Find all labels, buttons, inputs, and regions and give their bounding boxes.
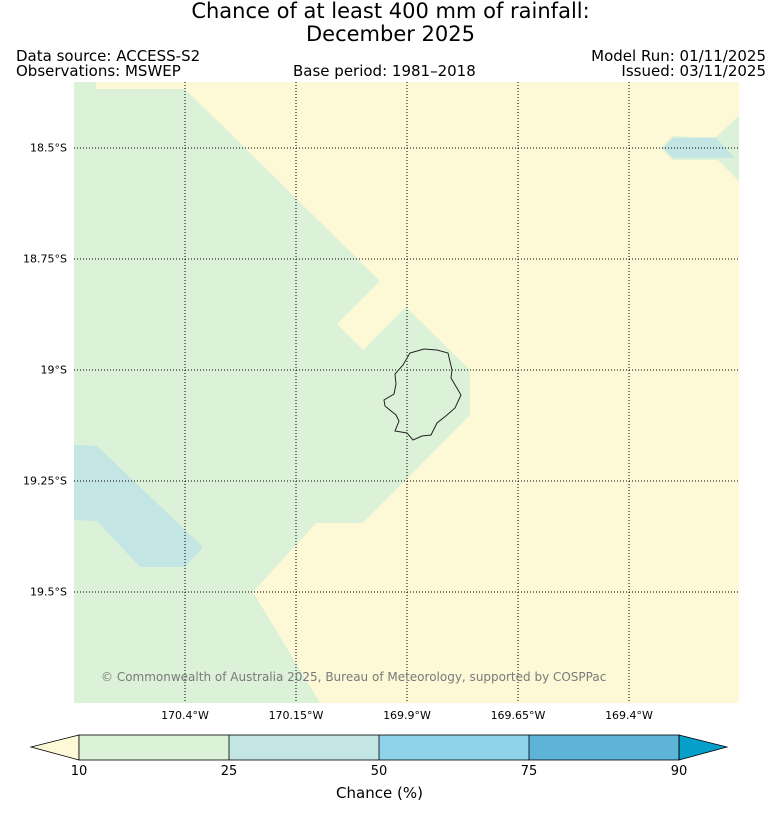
- colorbar-label: Chance (%): [336, 784, 423, 802]
- colorbar-segment-75-90: [529, 735, 679, 760]
- lat-label: 19°S: [40, 363, 67, 377]
- colorbar-tick: 10: [70, 764, 88, 779]
- lon-label: 169.65°W: [490, 709, 546, 722]
- copyright-notice: © Commonwealth of Australia 2025, Bureau…: [101, 670, 606, 684]
- lon-label: 169.9°W: [383, 709, 431, 722]
- region-25-50: [74, 445, 203, 567]
- issued-date: Issued: 03/11/2025: [621, 62, 766, 80]
- island-coastline: [383, 348, 462, 441]
- lat-label: 18.5°S: [30, 141, 67, 155]
- colorbar-extend-low: [29, 734, 80, 761]
- colorbar-segment-25-50: [229, 735, 379, 760]
- colorbar-tick: 50: [370, 764, 388, 779]
- base-period: Base period: 1981–2018: [293, 62, 476, 80]
- lon-label: 169.4°W: [605, 709, 653, 722]
- lat-label: 19.5°S: [30, 585, 67, 599]
- data-source: Data source: ACCESS-S2: [16, 47, 201, 65]
- lon-label: 170.4°W: [161, 709, 209, 722]
- colorbar-tick: 75: [520, 764, 538, 779]
- colorbar-segment-50-75: [379, 735, 529, 760]
- colorbar-segment-10-25: [79, 735, 229, 760]
- observations: Observations: MSWEP: [16, 62, 181, 80]
- colorbar-tick: 25: [220, 764, 238, 779]
- colorbar-tick: 90: [670, 764, 688, 779]
- lat-label: 18.75°S: [23, 252, 67, 266]
- title-line-2: December 2025: [305, 22, 475, 46]
- title-line-1: Chance of at least 400 mm of rainfall:: [191, 0, 590, 23]
- lat-label: 19.25°S: [23, 474, 67, 488]
- colorbar: [29, 734, 729, 761]
- lon-label: 170.15°W: [268, 709, 324, 722]
- model-run: Model Run: 01/11/2025: [591, 47, 766, 65]
- colorbar-extend-high: [678, 734, 729, 761]
